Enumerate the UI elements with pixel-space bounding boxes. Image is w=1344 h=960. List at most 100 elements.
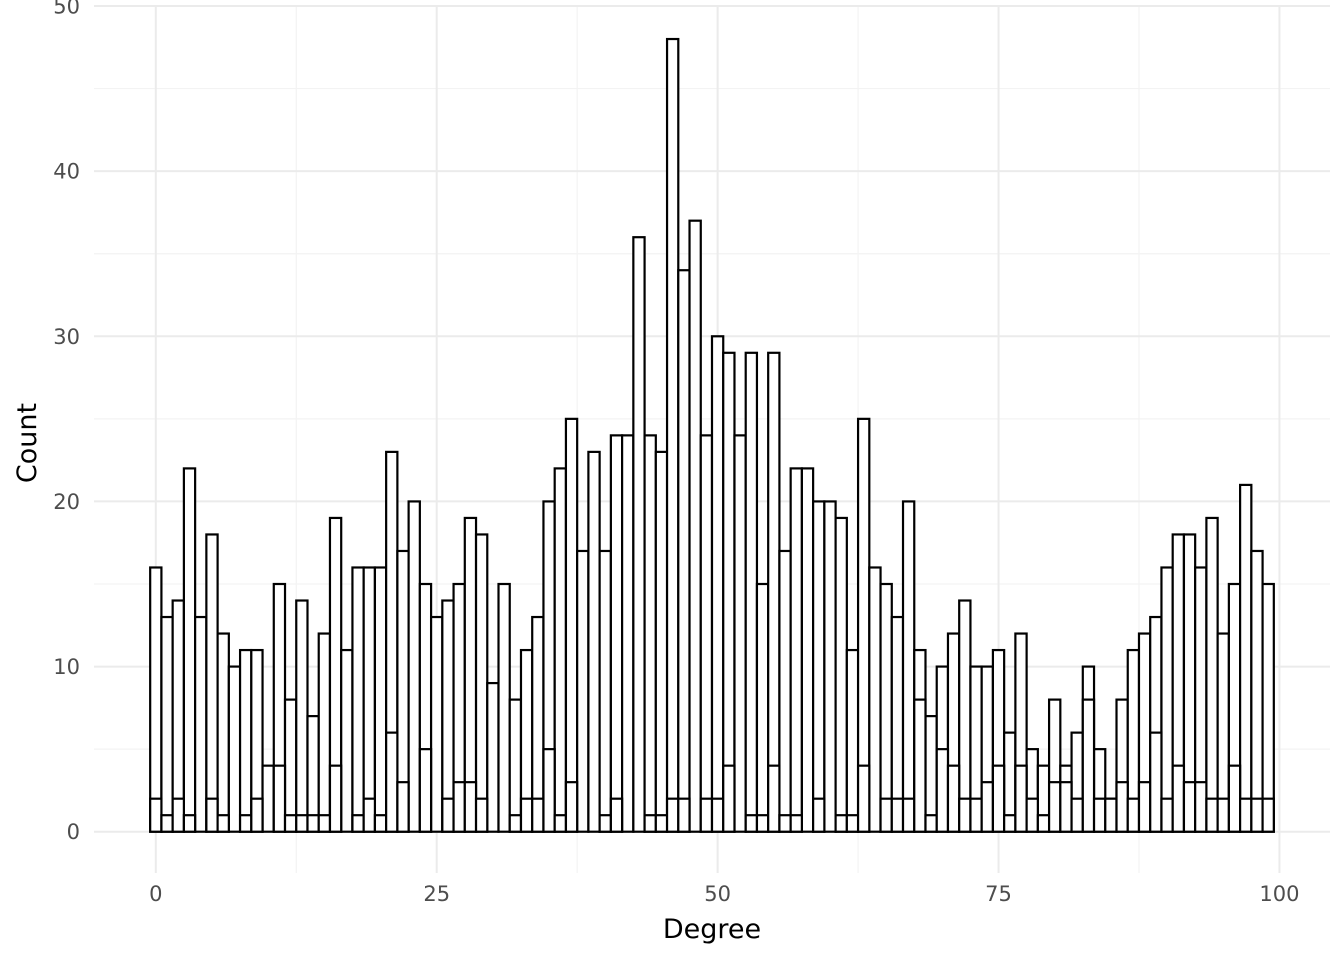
x-tick-label: 50: [704, 882, 731, 906]
bar-subset: [362, 797, 377, 833]
bar-subset: [1070, 797, 1084, 833]
bar-subset: [1092, 797, 1107, 833]
bar-total: [755, 582, 770, 833]
bar-total: [587, 450, 601, 833]
bar-subset: [396, 781, 410, 833]
bar-subset: [1003, 814, 1017, 833]
bar-subset: [1126, 797, 1141, 833]
bar-subset: [542, 748, 556, 833]
bar-subset: [789, 814, 803, 833]
bar-subset: [710, 797, 725, 833]
y-tick-label: 50: [53, 0, 80, 19]
bar-subset: [1216, 797, 1230, 833]
bar-total: [317, 632, 332, 833]
y-tick-label: 20: [53, 490, 80, 514]
bar-total: [261, 764, 275, 833]
bar-total: [800, 467, 815, 833]
bar-subset: [755, 814, 770, 833]
bar-subset: [1182, 781, 1197, 833]
bar-subset: [913, 698, 927, 833]
bar-subset: [328, 764, 343, 833]
bar-total: [1239, 483, 1253, 833]
bar-subset: [1250, 797, 1264, 833]
bar-subset: [1036, 814, 1051, 833]
bar-subset: [385, 731, 399, 833]
bar-subset: [508, 814, 523, 833]
bar-subset: [1137, 781, 1152, 833]
bar-subset: [609, 797, 624, 833]
bar-total: [733, 434, 747, 833]
x-tick-label: 0: [149, 882, 162, 906]
bar-subset: [767, 764, 781, 833]
bar-total: [834, 516, 848, 833]
bar-total: [429, 615, 444, 833]
bar-subset: [699, 797, 714, 833]
bar-total: [1205, 516, 1219, 833]
bar-subset: [980, 781, 995, 833]
bar-subset: [216, 814, 230, 833]
bar-subset: [317, 814, 332, 833]
x-tick-label: 100: [1259, 882, 1299, 906]
bar-total: [227, 665, 242, 833]
bar-total: [901, 500, 916, 833]
bar-subset: [879, 797, 893, 833]
bar-total: [722, 351, 736, 833]
bar-total: [1261, 582, 1275, 833]
bar-subset: [665, 797, 680, 833]
bar-subset: [205, 797, 219, 833]
bar-total: [238, 648, 253, 833]
bar-total: [362, 566, 377, 833]
bar-subset: [474, 797, 489, 833]
bar-total: [845, 648, 860, 833]
bar-subset: [958, 797, 972, 833]
bar-subset: [1081, 698, 1096, 833]
bar-subset: [1115, 781, 1129, 833]
y-tick-label: 10: [53, 655, 80, 679]
bar-subset: [564, 781, 579, 833]
bar-subset: [250, 797, 264, 833]
bar-subset: [519, 797, 534, 833]
bar-subset: [1160, 797, 1174, 833]
bar-total: [553, 467, 568, 833]
bar-subset: [531, 797, 545, 833]
bar-subset: [463, 781, 478, 833]
bar-total: [508, 698, 523, 833]
y-tick-label: 40: [53, 160, 80, 184]
y-tick-label: 30: [53, 325, 80, 349]
bar-total: [958, 599, 972, 833]
x-axis-title: Degree: [663, 914, 761, 945]
bar-subset: [553, 814, 568, 833]
bar-subset: [901, 797, 916, 833]
bar-subset: [991, 764, 1006, 833]
bar-subset: [238, 814, 253, 833]
bar-subset: [722, 764, 736, 833]
bar-total: [194, 615, 208, 833]
y-tick-labels: 0 10 20 30 40 50: [53, 0, 80, 844]
bar-total: [160, 615, 174, 833]
bar-subset: [598, 814, 612, 833]
bar-subset: [890, 797, 905, 833]
bar-subset: [373, 814, 388, 833]
bar-subset: [160, 814, 174, 833]
x-tick-label: 25: [423, 882, 450, 906]
bar-total: [216, 632, 230, 833]
bar-total: [340, 648, 354, 833]
bar-total: [609, 434, 624, 833]
bar-total: [1250, 549, 1264, 833]
x-tick-label: 75: [985, 882, 1012, 906]
bar-total: [632, 236, 646, 833]
bar-total: [868, 566, 882, 833]
bar-subset: [1171, 764, 1186, 833]
bar-total: [497, 582, 511, 833]
bar-subset: [778, 814, 792, 833]
bar-subset: [182, 814, 197, 833]
bar-subset: [845, 814, 860, 833]
bar-total: [149, 566, 163, 833]
bar-subset: [1104, 797, 1118, 833]
bar-total: [1160, 566, 1174, 833]
y-tick-label: 0: [67, 820, 80, 844]
bar-total: [823, 500, 837, 833]
bar-total: [688, 219, 702, 833]
bar-total: [295, 599, 309, 833]
